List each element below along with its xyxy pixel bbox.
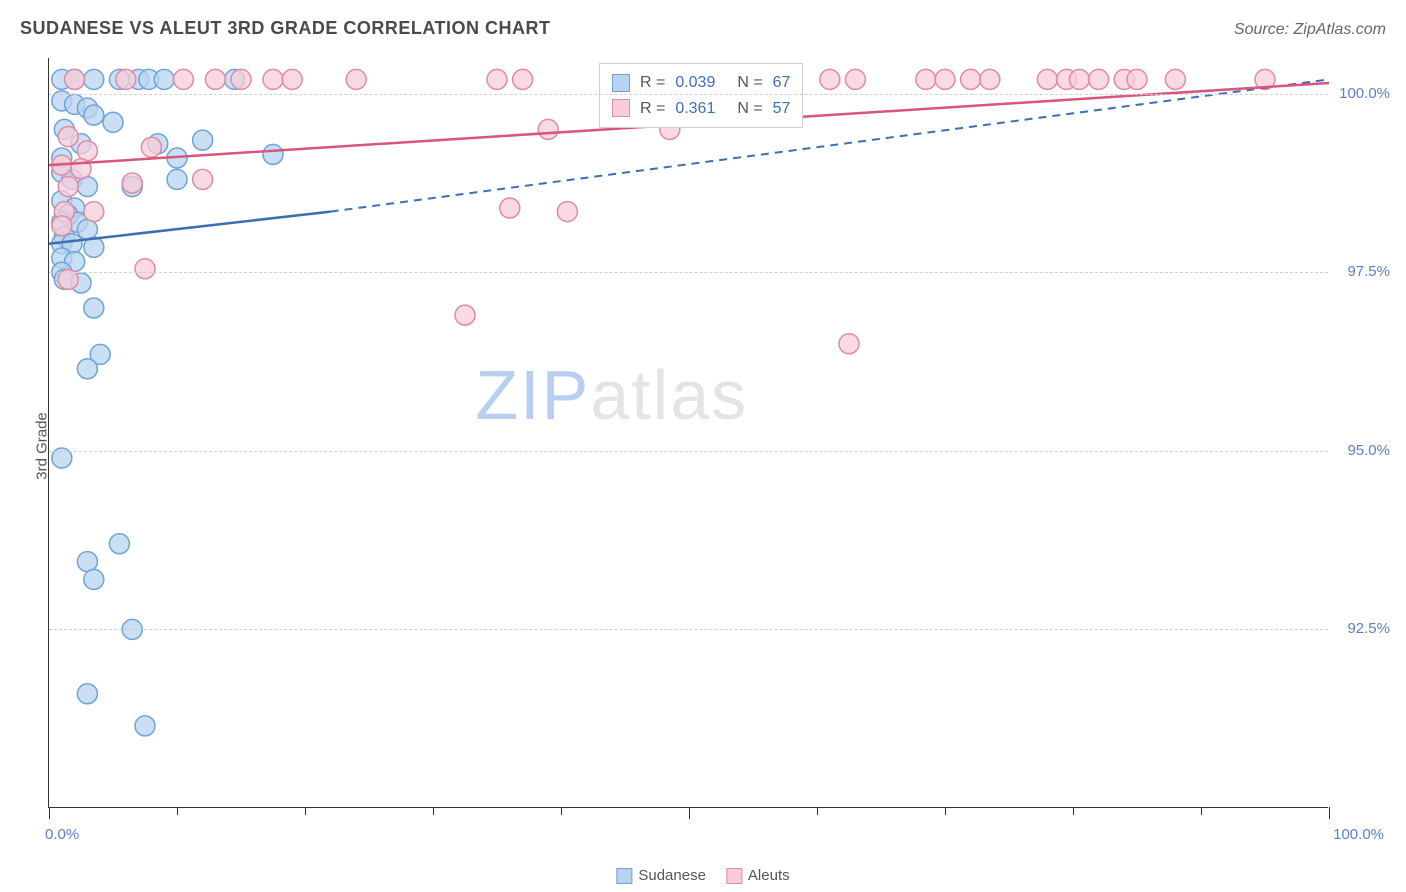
sudanese-point xyxy=(77,552,97,572)
legend-label: Sudanese xyxy=(638,867,706,884)
aleuts-point xyxy=(116,69,136,89)
y-tick-label: 95.0% xyxy=(1347,442,1390,459)
legend-bottom: Sudanese Aleuts xyxy=(616,867,789,884)
stats-swatch xyxy=(612,74,630,92)
x-tick xyxy=(305,807,306,815)
stats-r-label: R = xyxy=(640,96,665,122)
x-tick xyxy=(817,807,818,815)
sudanese-point xyxy=(263,144,283,164)
gridline xyxy=(49,94,1328,95)
stats-r-value: 0.361 xyxy=(675,96,727,122)
x-tick xyxy=(433,807,434,815)
x-tick xyxy=(561,807,562,815)
y-tick-label: 97.5% xyxy=(1347,263,1390,280)
stats-r-label: R = xyxy=(640,70,665,96)
sudanese-point xyxy=(77,177,97,197)
x-tick xyxy=(49,807,50,819)
gridline xyxy=(49,629,1328,630)
aleuts-point xyxy=(1069,69,1089,89)
legend-swatch xyxy=(616,868,632,884)
sudanese-point xyxy=(77,359,97,379)
stats-row: R = 0.361 N = 57 xyxy=(612,96,790,122)
legend-label: Aleuts xyxy=(748,867,790,884)
aleuts-point xyxy=(455,305,475,325)
chart-header: SUDANESE VS ALEUT 3RD GRADE CORRELATION … xyxy=(20,18,1386,39)
aleuts-point xyxy=(141,137,161,157)
aleuts-point xyxy=(65,69,85,89)
chart-source: Source: ZipAtlas.com xyxy=(1234,21,1386,39)
y-tick-label: 100.0% xyxy=(1339,85,1390,102)
aleuts-point xyxy=(1127,69,1147,89)
x-tick xyxy=(177,807,178,815)
legend-item: Sudanese xyxy=(616,867,706,884)
aleuts-point xyxy=(820,69,840,89)
chart-svg xyxy=(49,58,1328,807)
sudanese-point xyxy=(154,69,174,89)
aleuts-point xyxy=(231,69,251,89)
x-label-right: 100.0% xyxy=(1333,826,1384,843)
aleuts-point xyxy=(557,202,577,222)
aleuts-point xyxy=(205,69,225,89)
aleuts-point xyxy=(58,177,78,197)
aleuts-point xyxy=(513,69,533,89)
aleuts-point xyxy=(1037,69,1057,89)
x-tick xyxy=(945,807,946,815)
stats-n-value: 67 xyxy=(773,70,791,96)
aleuts-point xyxy=(193,169,213,189)
sudanese-point xyxy=(109,534,129,554)
chart-title: SUDANESE VS ALEUT 3RD GRADE CORRELATION … xyxy=(20,18,551,39)
aleuts-point xyxy=(980,69,1000,89)
legend-item: Aleuts xyxy=(726,867,790,884)
y-tick-label: 92.5% xyxy=(1347,620,1390,637)
aleuts-point xyxy=(135,259,155,279)
sudanese-point xyxy=(84,105,104,125)
legend-swatch xyxy=(726,868,742,884)
aleuts-point xyxy=(1089,69,1109,89)
plot-area: ZIPatlas R =0.039N =67R = 0.361N =57 92.… xyxy=(48,58,1328,808)
stats-n-label: N = xyxy=(737,70,762,96)
aleuts-point xyxy=(122,173,142,193)
stats-legend-box: R = 0.039 N = 67 R = 0.361 N = 57 xyxy=(599,63,803,128)
sudanese-point xyxy=(84,298,104,318)
sudanese-fit-dash xyxy=(331,79,1329,211)
x-tick xyxy=(1073,807,1074,815)
x-tick xyxy=(1329,807,1330,819)
aleuts-point xyxy=(935,69,955,89)
aleuts-point xyxy=(961,69,981,89)
sudanese-point xyxy=(167,169,187,189)
stats-swatch xyxy=(612,99,630,117)
aleuts-point xyxy=(1165,69,1185,89)
x-label-left: 0.0% xyxy=(45,826,79,843)
aleuts-point xyxy=(538,119,558,139)
aleuts-point xyxy=(487,69,507,89)
aleuts-point xyxy=(916,69,936,89)
aleuts-point xyxy=(346,69,366,89)
stats-n-label: N = xyxy=(737,96,762,122)
sudanese-point xyxy=(135,716,155,736)
stats-row: R = 0.039 N = 67 xyxy=(612,70,790,96)
gridline xyxy=(49,272,1328,273)
stats-r-value: 0.039 xyxy=(675,70,727,96)
sudanese-point xyxy=(84,69,104,89)
sudanese-point xyxy=(84,569,104,589)
stats-n-value: 57 xyxy=(773,96,791,122)
aleuts-point xyxy=(52,216,72,236)
sudanese-point xyxy=(193,130,213,150)
aleuts-point xyxy=(845,69,865,89)
aleuts-point xyxy=(173,69,193,89)
x-tick xyxy=(1201,807,1202,815)
sudanese-point xyxy=(103,112,123,132)
sudanese-point xyxy=(77,684,97,704)
aleuts-point xyxy=(282,69,302,89)
aleuts-point xyxy=(839,334,859,354)
aleuts-point xyxy=(263,69,283,89)
aleuts-point xyxy=(84,202,104,222)
aleuts-point xyxy=(77,141,97,161)
x-tick xyxy=(689,807,690,819)
aleuts-point xyxy=(58,127,78,147)
aleuts-point xyxy=(500,198,520,218)
sudanese-point xyxy=(77,219,97,239)
gridline xyxy=(49,451,1328,452)
